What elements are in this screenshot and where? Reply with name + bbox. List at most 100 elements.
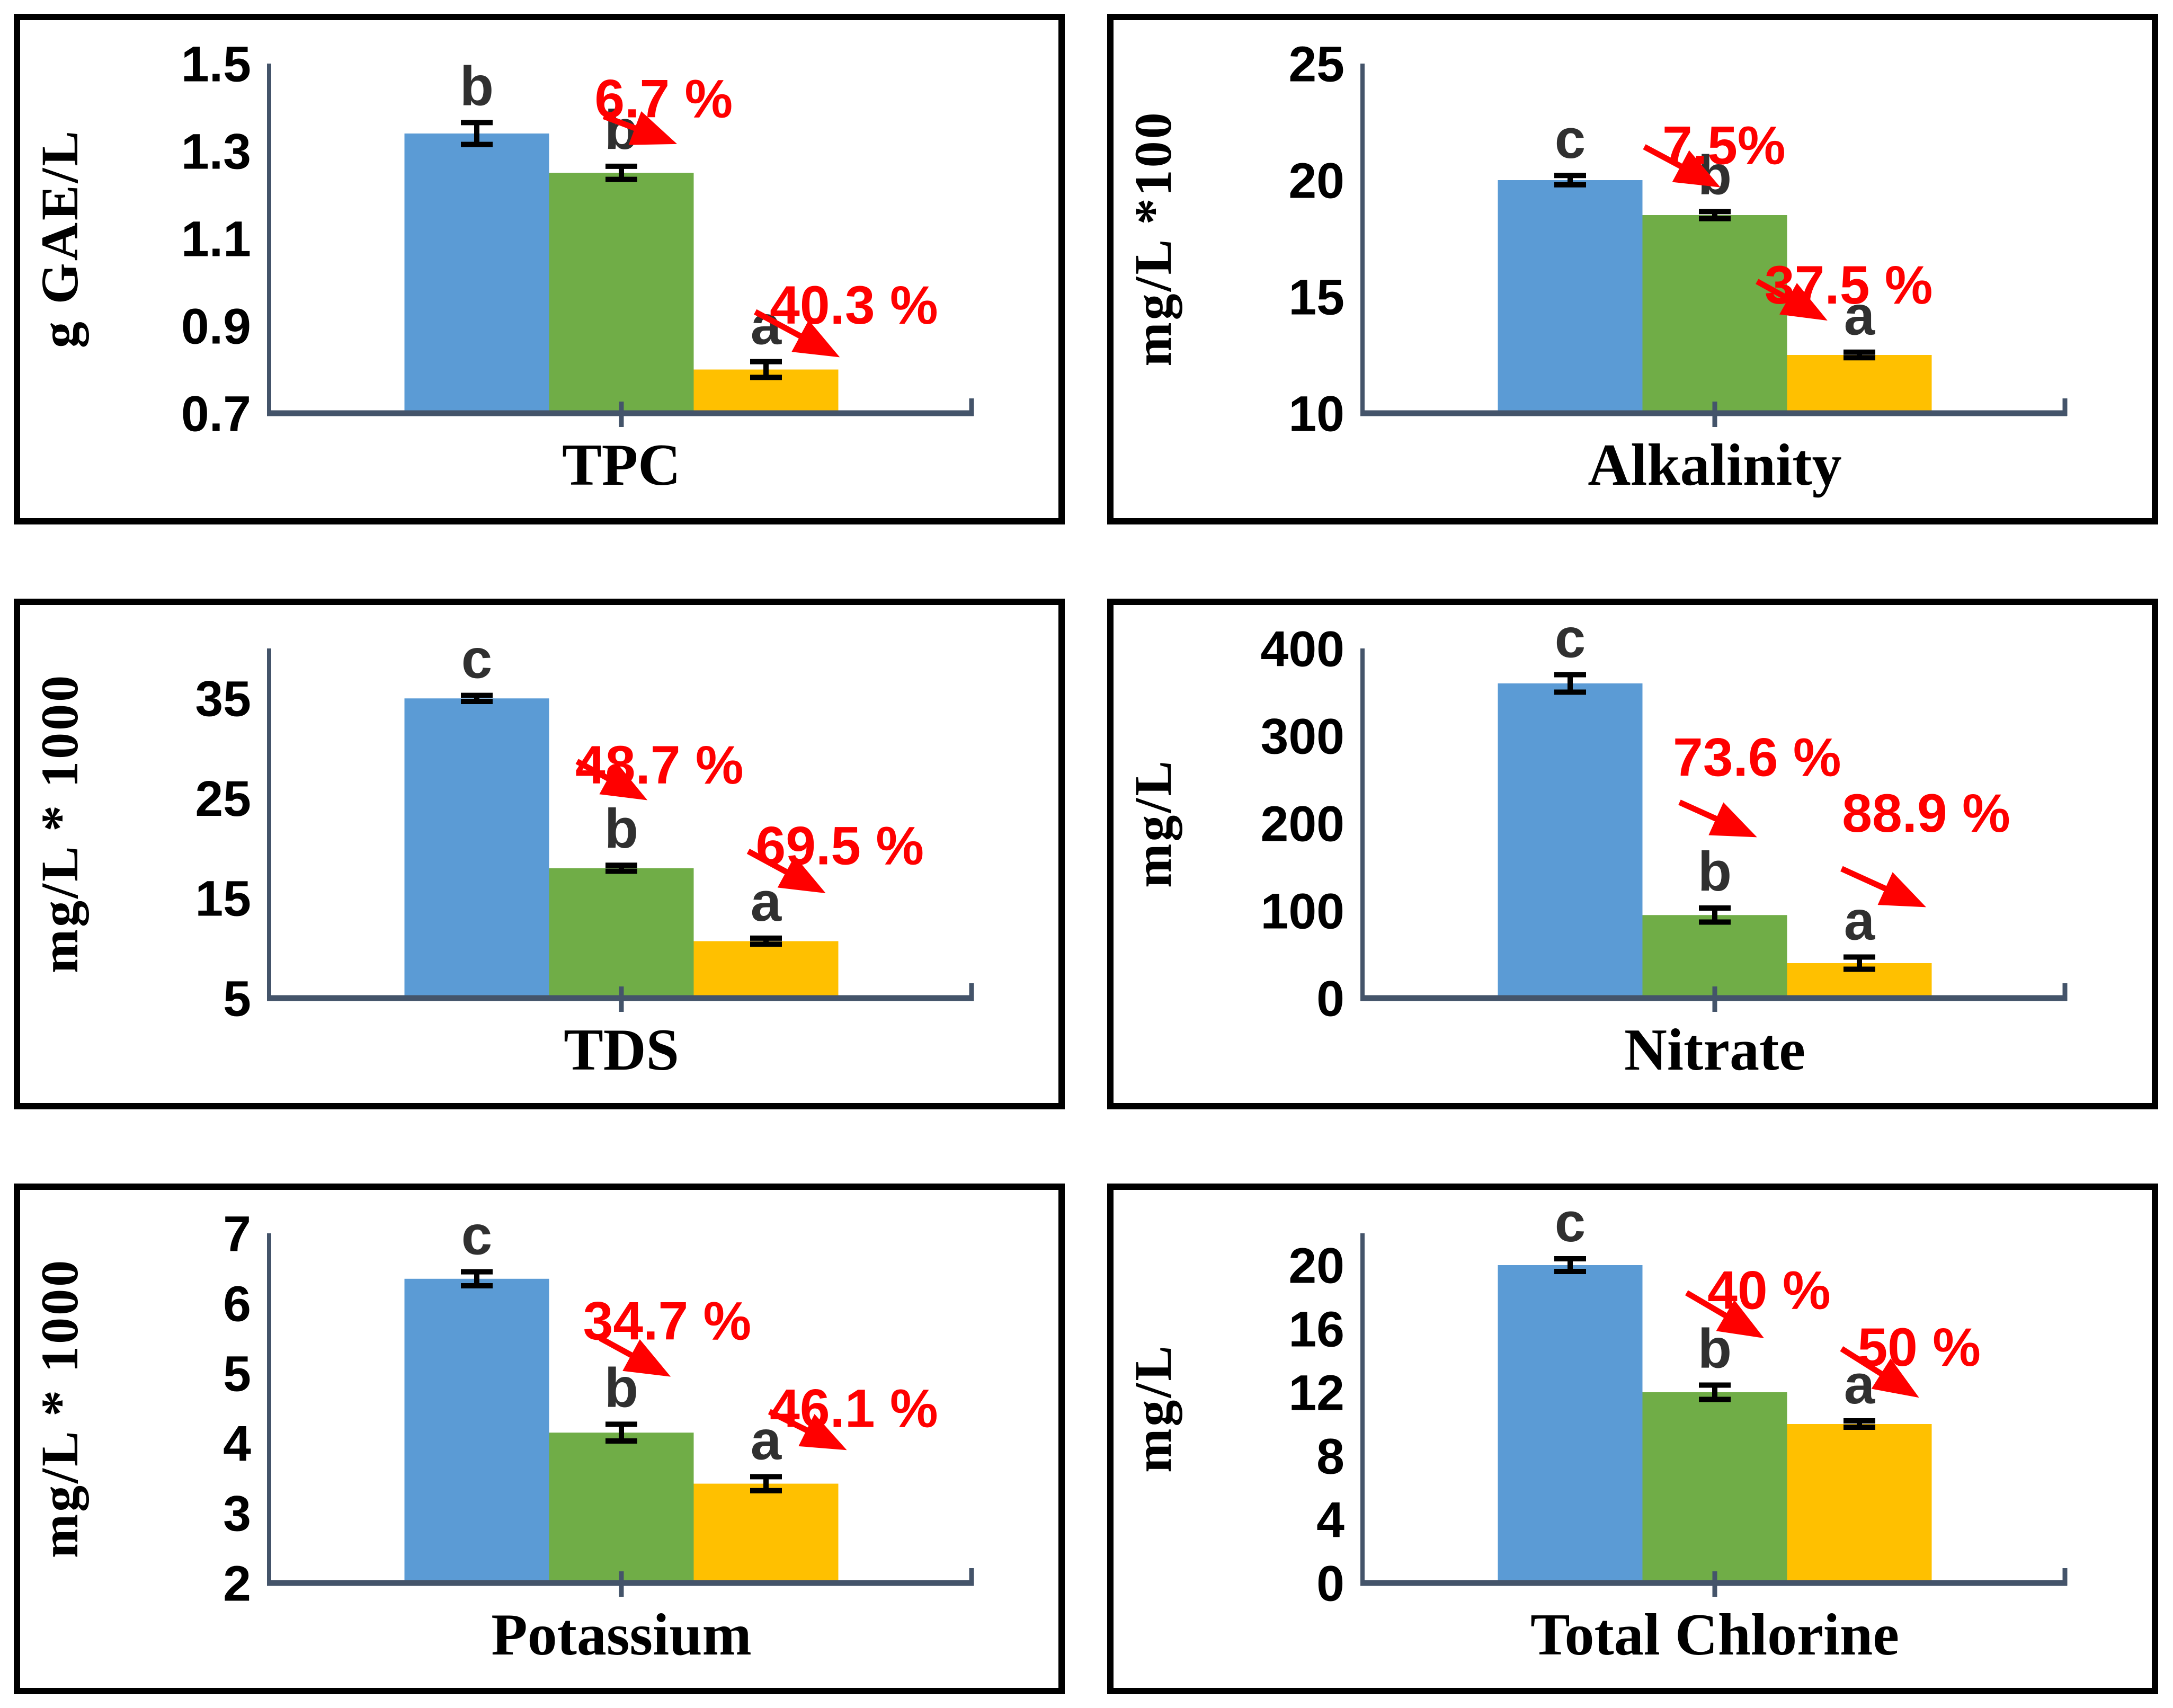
- bar-green: [549, 1433, 694, 1583]
- y-axis-title: mg/L: [1124, 1344, 1182, 1473]
- decrease-arrow-head: [1877, 872, 1926, 908]
- bar-blue: [1498, 180, 1643, 413]
- significance-letter: c: [1555, 108, 1586, 170]
- decrease-arrow-line: [1685, 1290, 1730, 1320]
- y-tick-label: 2: [223, 1555, 251, 1612]
- decrease-arrow-head: [1672, 150, 1721, 188]
- x-category-label: Total Chlorine: [1530, 1602, 1899, 1668]
- y-tick-label: 3: [223, 1485, 251, 1542]
- significance-letter: c: [461, 628, 492, 690]
- y-axis-title: mg/L *100: [1124, 110, 1182, 366]
- bar-green: [1642, 215, 1787, 413]
- bar-blue: [404, 698, 549, 998]
- decrease-arrow-head: [798, 1413, 847, 1451]
- bar-blue: [404, 1278, 549, 1583]
- decrease-arrow-line: [754, 309, 805, 340]
- decrease-arrow-line: [599, 1336, 636, 1359]
- significance-letter: a: [751, 871, 782, 933]
- bar-green: [1642, 915, 1787, 998]
- bar-blue: [404, 134, 549, 413]
- significance-letter: c: [461, 1205, 492, 1267]
- y-tick-label: 5: [223, 1346, 251, 1402]
- reduction-percent-label: 88.9 %: [1842, 783, 2010, 843]
- significance-letter: a: [751, 1409, 782, 1471]
- x-category-label: Nitrate: [1624, 1017, 1805, 1083]
- decrease-arrow-head: [777, 856, 826, 893]
- y-axis-title: mg/L * 1000: [30, 673, 89, 973]
- y-tick-label: 15: [195, 871, 251, 927]
- y-tick-label: 100: [1260, 883, 1344, 939]
- decrease-arrow-line: [1643, 144, 1685, 171]
- decrease-arrow-line: [1756, 279, 1793, 303]
- chart-panel-nitrate: 0 100 200 300 400 mg/L c b a 73.6 %88.9 % Nitrate: [1107, 599, 2158, 1109]
- y-tick-label: 16: [1288, 1301, 1344, 1357]
- y-axis-title: mg/L: [1124, 759, 1182, 888]
- significance-letter: b: [1698, 841, 1732, 903]
- y-tick-label: 20: [1288, 153, 1344, 209]
- bar-blue: [1498, 1265, 1643, 1583]
- y-tick-label: 0: [1316, 971, 1344, 1027]
- y-axis-title: mg/L * 1000: [30, 1258, 89, 1558]
- y-tick-label: 4: [1316, 1492, 1344, 1548]
- decrease-arrow-line: [1678, 799, 1721, 823]
- y-tick-label: 1.1: [181, 211, 251, 267]
- y-tick-label: 300: [1260, 708, 1344, 764]
- significance-letter: c: [1555, 1191, 1586, 1253]
- decrease-arrow-head: [599, 762, 648, 800]
- y-tick-label: 4: [223, 1416, 251, 1472]
- y-tick-label: 12: [1288, 1365, 1344, 1421]
- bar-orange: [693, 1483, 839, 1583]
- decrease-arrow-head: [1871, 1358, 1919, 1398]
- decrease-arrow-line: [1840, 866, 1890, 893]
- decrease-arrow-line: [602, 113, 639, 132]
- decrease-arrow-head: [628, 111, 678, 145]
- decrease-arrow-line: [575, 759, 612, 783]
- reduction-percent-label: 48.7 %: [575, 735, 744, 795]
- y-axis-title: g GAE/L: [30, 129, 89, 348]
- y-tick-label: 25: [195, 771, 251, 827]
- significance-letter: b: [460, 55, 494, 117]
- x-category-label: TPC: [562, 432, 681, 498]
- y-tick-label: 8: [1316, 1428, 1344, 1484]
- reduction-percent-label: 40 %: [1707, 1260, 1831, 1321]
- bar-orange: [693, 941, 839, 998]
- bar-green: [549, 868, 694, 998]
- bar-orange: [1787, 355, 1932, 413]
- decrease-arrow-head: [1708, 802, 1757, 838]
- reduction-percent-label: 40.3 %: [770, 275, 938, 335]
- y-tick-label: 7: [223, 1206, 251, 1262]
- y-tick-label: 1.5: [181, 36, 251, 92]
- bar-green: [1642, 1392, 1787, 1583]
- y-tick-label: 10: [1288, 386, 1344, 442]
- decrease-arrow-head: [1779, 283, 1828, 321]
- chart-panel-tds: 5 15 25 35 mg/L * 1000 c b a 48.7 %69.5 % TDS: [14, 599, 1065, 1109]
- reduction-percent-label: 46.1 %: [770, 1378, 938, 1439]
- y-tick-label: 20: [1288, 1238, 1344, 1294]
- y-tick-label: 0.9: [181, 298, 251, 354]
- y-tick-label: 0.7: [181, 386, 251, 442]
- significance-letter: c: [1555, 608, 1586, 670]
- y-tick-label: 5: [223, 971, 251, 1027]
- x-category-label: TDS: [564, 1017, 679, 1083]
- decrease-arrow-line: [1840, 1346, 1885, 1378]
- x-category-label: Alkalinity: [1588, 432, 1841, 498]
- significance-letter: a: [1844, 889, 1876, 951]
- y-tick-label: 200: [1260, 796, 1344, 852]
- decrease-arrow-line: [746, 848, 790, 876]
- x-category-label: Potassium: [491, 1602, 752, 1668]
- bar-orange: [1787, 1424, 1932, 1583]
- y-tick-label: 1.3: [181, 123, 251, 180]
- significance-letter: b: [604, 798, 638, 860]
- y-tick-label: 400: [1260, 621, 1344, 677]
- y-tick-label: 0: [1316, 1555, 1344, 1612]
- reduction-percent-label: 50 %: [1857, 1317, 1981, 1377]
- decrease-arrow-head: [622, 1339, 671, 1377]
- y-tick-label: 35: [195, 671, 251, 727]
- decrease-arrow-head: [1716, 1300, 1765, 1338]
- decrease-arrow-line: [768, 1409, 811, 1435]
- reduction-percent-label: 73.6 %: [1673, 727, 1841, 787]
